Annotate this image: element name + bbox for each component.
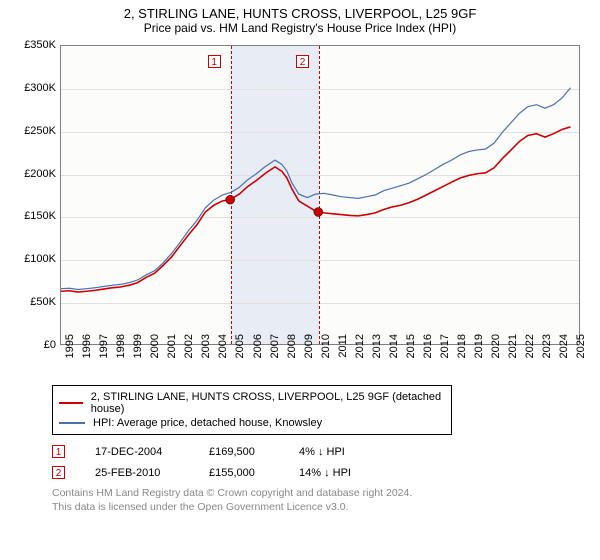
event-price: £169,500 bbox=[209, 446, 269, 458]
x-tick-label: 2010 bbox=[320, 334, 332, 364]
x-tick-label: 2014 bbox=[388, 334, 400, 364]
series-hpi bbox=[61, 88, 571, 290]
x-tick-label: 1998 bbox=[115, 334, 127, 364]
y-tick-label: £300K bbox=[10, 82, 56, 94]
chart-area: £0 £50K £100K £150K £200K £250K £300K £350K 1995… bbox=[10, 41, 590, 381]
chart-title: 2, STIRLING LANE, HUNTS CROSS, LIVERPOOL… bbox=[10, 6, 590, 21]
x-tick-label: 2008 bbox=[286, 334, 298, 364]
y-tick-label: £350K bbox=[10, 39, 56, 51]
event-badge-2: 2 bbox=[296, 55, 309, 68]
event-pct: 4% ↓ HPI bbox=[299, 446, 369, 458]
x-tick-label: 2016 bbox=[422, 334, 434, 364]
x-tick-label: 2000 bbox=[149, 334, 161, 364]
x-tick-label: 2003 bbox=[200, 334, 212, 364]
x-tick-label: 2009 bbox=[303, 334, 315, 364]
legend-item: HPI: Average price, detached house, Know… bbox=[59, 416, 445, 430]
x-tick-label: 2012 bbox=[354, 334, 366, 364]
event-date: 17-DEC-2004 bbox=[95, 446, 179, 458]
y-tick-label: £0 bbox=[10, 339, 56, 351]
event-date: 25-FEB-2010 bbox=[95, 467, 179, 479]
plot-area bbox=[60, 45, 580, 345]
x-tick-label: 2004 bbox=[217, 334, 229, 364]
event-badge-1: 1 bbox=[208, 55, 221, 68]
y-tick-label: £100K bbox=[10, 253, 56, 265]
event-price: £155,000 bbox=[209, 467, 269, 479]
x-tick-label: 2007 bbox=[269, 334, 281, 364]
x-tick-label: 1999 bbox=[132, 334, 144, 364]
x-tick-label: 2005 bbox=[234, 334, 246, 364]
y-tick-label: £250K bbox=[10, 125, 56, 137]
x-tick-label: 2015 bbox=[405, 334, 417, 364]
x-tick-label: 2011 bbox=[337, 334, 349, 364]
x-tick-label: 2017 bbox=[439, 334, 451, 364]
x-tick-label: 2020 bbox=[490, 334, 502, 364]
event-row: 1 17-DEC-2004 £169,500 4% ↓ HPI bbox=[10, 441, 590, 462]
x-tick-label: 2006 bbox=[252, 334, 264, 364]
chart-subtitle: Price paid vs. HM Land Registry's House … bbox=[10, 21, 590, 35]
x-tick-label: 2018 bbox=[456, 334, 468, 364]
sale-marker bbox=[314, 208, 323, 217]
event-badge: 1 bbox=[52, 445, 65, 458]
x-tick-label: 2002 bbox=[183, 334, 195, 364]
footer-line-1: Contains HM Land Registry data © Crown c… bbox=[52, 487, 590, 501]
legend-label: HPI: Average price, detached house, Know… bbox=[93, 417, 322, 429]
sale-marker bbox=[226, 195, 235, 204]
x-tick-label: 1997 bbox=[98, 334, 110, 364]
x-tick-label: 2024 bbox=[558, 334, 570, 364]
x-tick-label: 1995 bbox=[64, 334, 76, 364]
event-badge: 2 bbox=[52, 466, 65, 479]
y-tick-label: £150K bbox=[10, 210, 56, 222]
legend-label: 2, STIRLING LANE, HUNTS CROSS, LIVERPOOL… bbox=[91, 391, 445, 415]
x-tick-label: 2025 bbox=[575, 334, 587, 364]
x-tick-label: 2013 bbox=[371, 334, 383, 364]
event-pct: 14% ↓ HPI bbox=[299, 467, 369, 479]
x-tick-label: 2019 bbox=[473, 334, 485, 364]
legend-item: 2, STIRLING LANE, HUNTS CROSS, LIVERPOOL… bbox=[59, 390, 445, 416]
x-tick-label: 1996 bbox=[81, 334, 93, 364]
x-tick-label: 2021 bbox=[507, 334, 519, 364]
x-tick-label: 2023 bbox=[541, 334, 553, 364]
x-tick-label: 2022 bbox=[524, 334, 536, 364]
legend-swatch bbox=[59, 422, 85, 424]
footer: Contains HM Land Registry data © Crown c… bbox=[10, 483, 590, 514]
legend-swatch bbox=[59, 402, 83, 404]
legend: 2, STIRLING LANE, HUNTS CROSS, LIVERPOOL… bbox=[52, 385, 452, 435]
y-tick-label: £200K bbox=[10, 168, 56, 180]
y-tick-label: £50K bbox=[10, 296, 56, 308]
footer-line-2: This data is licensed under the Open Gov… bbox=[52, 501, 590, 515]
event-row: 2 25-FEB-2010 £155,000 14% ↓ HPI bbox=[10, 462, 590, 483]
x-tick-label: 2001 bbox=[166, 334, 178, 364]
